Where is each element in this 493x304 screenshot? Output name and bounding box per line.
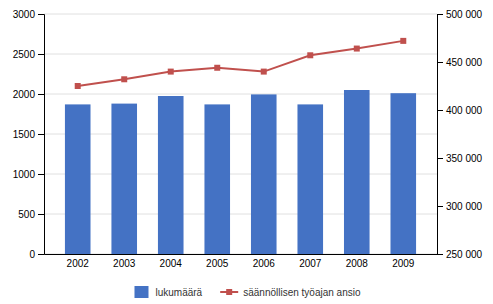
tick-label: 500 — [18, 209, 35, 220]
tick: 300 000 — [437, 201, 483, 212]
tick-mark — [437, 110, 443, 111]
tick-mark — [38, 54, 44, 55]
tick-label: 2006 — [253, 258, 276, 269]
x-axis: 2002 2003 2004 2005 2006 2007 2008 2009 — [45, 255, 438, 270]
bar — [111, 104, 137, 254]
legend-swatch — [134, 286, 148, 298]
tick: 2003 — [113, 258, 136, 269]
grid-line — [44, 54, 437, 55]
tick: 2005 — [206, 258, 229, 269]
legend-label: säännöllisen työajan ansio — [243, 287, 361, 298]
axis-line — [45, 254, 438, 255]
tick-mark — [38, 134, 44, 135]
legend-item: lukumäärä — [134, 286, 202, 298]
marker — [354, 46, 360, 52]
bar — [251, 94, 277, 254]
tick: 1500 — [13, 129, 44, 140]
tick-label: 300 000 — [446, 201, 483, 212]
tick: 500 000 — [437, 9, 483, 20]
tick: 2500 — [13, 49, 44, 60]
tick: 2006 — [253, 258, 276, 269]
legend-swatch — [226, 289, 232, 295]
tick-label: 500 000 — [446, 9, 483, 20]
tick: 1000 — [13, 169, 44, 180]
marker — [307, 52, 313, 58]
grid — [44, 14, 437, 254]
tick-label: 0 — [29, 249, 35, 260]
marks — [65, 38, 416, 254]
tick-label: 3000 — [13, 9, 36, 20]
tick-mark — [437, 62, 443, 63]
tick-label: 1500 — [13, 129, 36, 140]
bar — [158, 96, 184, 254]
tick-label: 2007 — [299, 258, 322, 269]
tick: 350 000 — [437, 153, 483, 164]
bar — [65, 104, 91, 254]
tick-mark — [437, 254, 443, 255]
plot-area: 2002 2003 2004 2005 2006 2007 2008 2009 0 500 1000… — [13, 9, 483, 269]
axis-line — [38, 15, 45, 255]
tick-label: 2003 — [113, 258, 136, 269]
y2-axis: 250 000 300 000 350 000 400 000 450 000 500 0… — [437, 9, 483, 260]
marker — [168, 69, 174, 75]
marker — [75, 83, 81, 89]
tick-label: 2005 — [206, 258, 229, 269]
tick-mark — [437, 206, 443, 207]
marker — [121, 76, 127, 82]
grid-line — [44, 94, 437, 95]
tick-label: 2008 — [346, 258, 369, 269]
tick-label: 250 000 — [446, 249, 483, 260]
bar — [344, 90, 370, 254]
tick-label: 2500 — [13, 49, 36, 60]
tick-mark — [38, 254, 44, 255]
bar — [297, 104, 323, 254]
grid-line — [44, 134, 437, 135]
marker — [261, 69, 267, 75]
marker — [214, 65, 220, 71]
tick: 2009 — [392, 258, 415, 269]
legend-label: lukumäärä — [155, 287, 202, 298]
tick-label: 2004 — [160, 258, 183, 269]
tick-label: 400 000 — [446, 105, 483, 116]
tick: 2007 — [299, 258, 322, 269]
line-series — [75, 38, 407, 89]
grid-line — [44, 254, 437, 255]
line — [78, 41, 404, 86]
tick: 400 000 — [437, 105, 483, 116]
tick-label: 350 000 — [446, 153, 483, 164]
tick-label: 2009 — [392, 258, 415, 269]
tick-mark — [38, 214, 44, 215]
tick: 2002 — [67, 258, 90, 269]
grid-line — [44, 214, 437, 215]
bar — [204, 104, 230, 254]
tick-label: 2002 — [67, 258, 90, 269]
tick: 3000 — [13, 9, 44, 20]
bar — [390, 93, 416, 254]
legend: lukumäärä säännöllisen työajan ansio — [134, 286, 360, 298]
legend-item: säännöllisen työajan ansio — [220, 287, 361, 298]
tick-label: 1000 — [13, 169, 36, 180]
tick: 500 — [18, 209, 44, 220]
tick: 2008 — [346, 258, 369, 269]
bar-series — [65, 90, 416, 254]
tick-mark — [38, 94, 44, 95]
grid-line — [44, 174, 437, 175]
tick: 250 000 — [437, 249, 483, 260]
marker — [400, 38, 406, 44]
tick-label: 2000 — [13, 89, 36, 100]
tick: 2004 — [160, 258, 183, 269]
tick-label: 450 000 — [446, 57, 483, 68]
tick: 0 — [29, 249, 44, 260]
tick-mark — [437, 14, 443, 15]
y-axis: 0 500 1000 1500 2000 2500 3000 — [13, 9, 45, 260]
grid-line — [44, 14, 437, 15]
tick-mark — [38, 14, 44, 15]
tick-mark — [38, 174, 44, 175]
axis-line — [438, 15, 444, 255]
tick-mark — [437, 158, 443, 159]
tick: 450 000 — [437, 57, 483, 68]
tick: 2000 — [13, 89, 44, 100]
chart: 2002 2003 2004 2005 2006 2007 2008 2009 0 500 1000… — [0, 0, 493, 304]
